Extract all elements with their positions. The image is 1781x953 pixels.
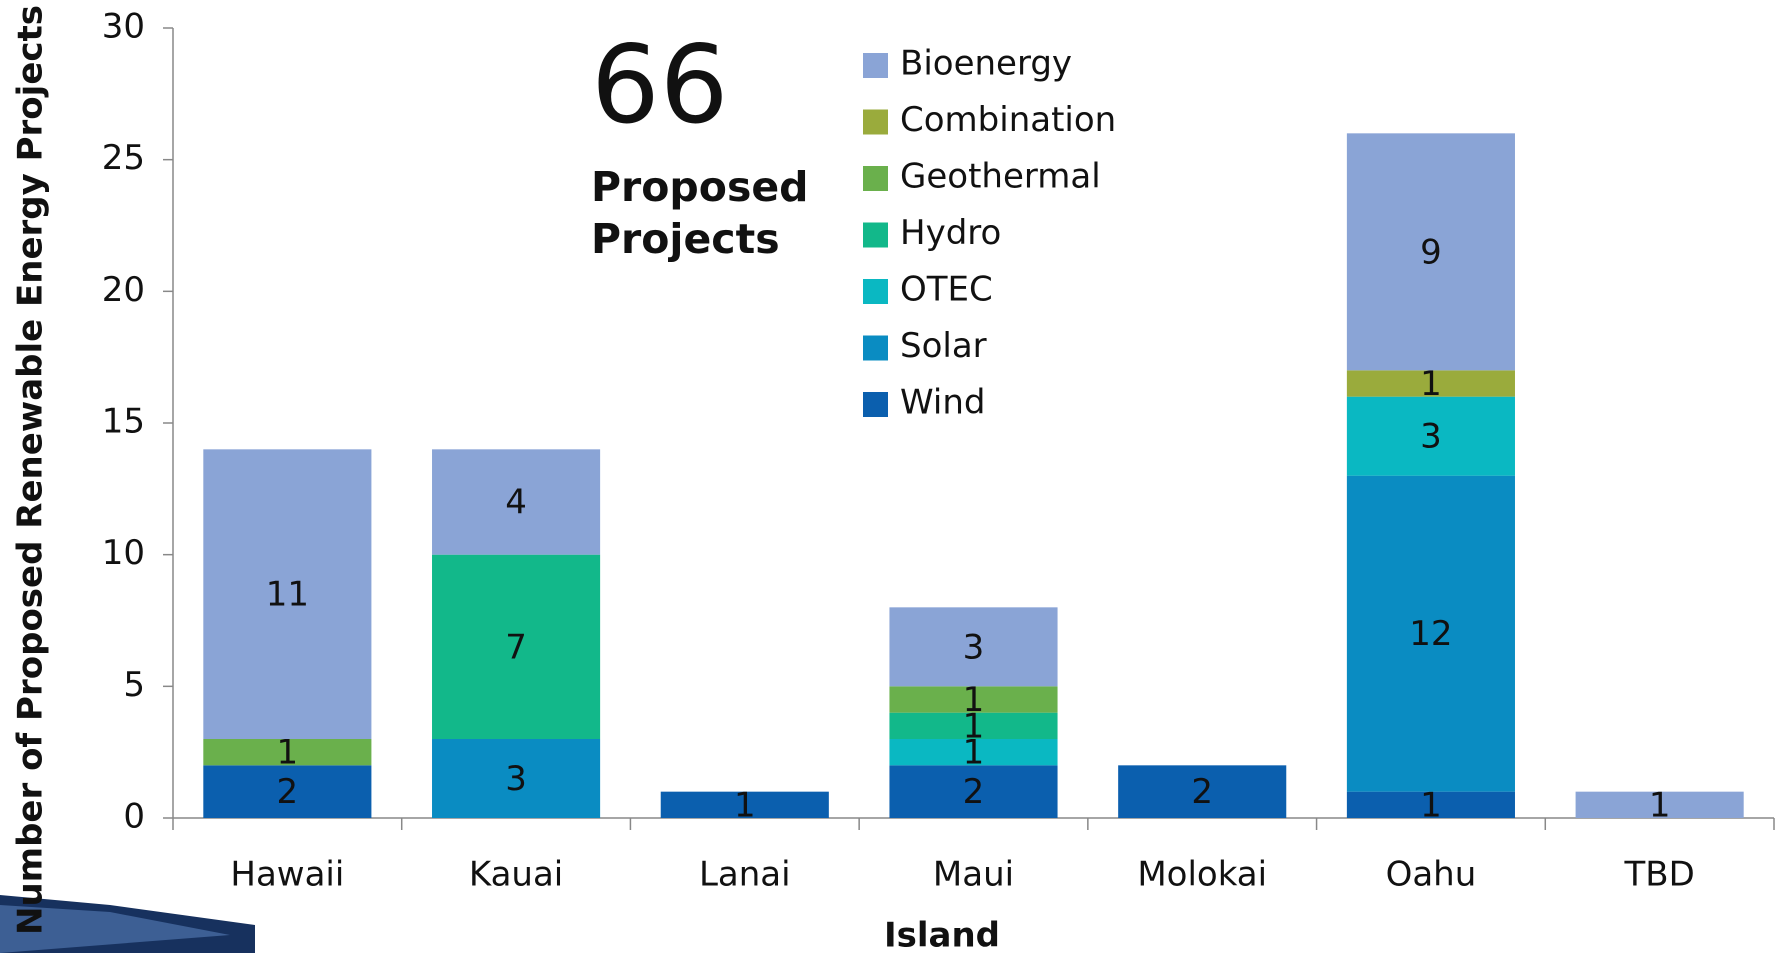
- legend-swatch: [863, 392, 888, 417]
- x-tick-label: TBD: [1624, 855, 1695, 895]
- legend-label: Solar: [900, 326, 987, 366]
- y-tick-label: 20: [102, 270, 145, 310]
- bar-segment: [889, 739, 1058, 766]
- data-label: 11: [266, 575, 309, 615]
- bar-segment: [889, 765, 1058, 818]
- x-tick-label: Kauai: [469, 855, 563, 895]
- data-label: 2: [1191, 772, 1213, 812]
- bar-segment: [889, 607, 1058, 687]
- bar-segment: [1118, 765, 1287, 818]
- legend-label: Hydro: [900, 213, 1001, 253]
- x-tick-label: Molokai: [1137, 855, 1267, 895]
- bar-segment: [1346, 791, 1515, 818]
- data-label: 3: [505, 759, 527, 799]
- data-label: 1: [277, 733, 299, 773]
- x-tick-label: Maui: [933, 855, 1014, 895]
- bar-segment: [889, 712, 1058, 739]
- annotation-text: Projects: [591, 215, 780, 263]
- bar-segment: [432, 449, 601, 555]
- bar-segment: [203, 449, 372, 739]
- y-tick-label: 10: [102, 533, 145, 573]
- legend-swatch: [863, 109, 888, 135]
- data-label: 3: [963, 627, 985, 667]
- bar-segment: [1346, 475, 1515, 792]
- legend-label: Wind: [900, 383, 985, 423]
- decor-swoosh-light: [0, 905, 230, 953]
- bar-segment: [432, 739, 601, 818]
- legend-swatch: [863, 53, 888, 78]
- data-label: 1: [963, 733, 985, 773]
- x-axis-title: Island: [884, 916, 1000, 953]
- legend-swatch: [863, 222, 888, 248]
- annotation-text: Proposed: [591, 163, 809, 211]
- bar-segment: [1575, 791, 1744, 818]
- legend-swatch: [863, 166, 888, 191]
- data-label: 3: [1420, 417, 1442, 457]
- bar-segment: [889, 686, 1058, 713]
- bar-segment: [660, 791, 829, 818]
- annotation-number: 66: [591, 23, 728, 148]
- y-axis-title: Number of Proposed Renewable Energy Proj…: [11, 5, 51, 935]
- data-label: 1: [1649, 785, 1671, 825]
- data-label: 9: [1420, 232, 1442, 272]
- x-tick-label: Hawaii: [230, 855, 344, 895]
- bar-segment: [1346, 133, 1515, 371]
- data-label: 7: [505, 627, 527, 667]
- bar-segment: [432, 554, 601, 739]
- bar-segment: [1346, 396, 1515, 476]
- data-label: 1: [1420, 785, 1442, 825]
- y-tick-label: 25: [102, 138, 145, 178]
- data-label: 1: [963, 680, 985, 720]
- data-label: 1: [963, 706, 985, 746]
- legend-label: OTEC: [900, 270, 993, 310]
- data-label: 2: [277, 772, 299, 812]
- y-tick-label: 30: [102, 7, 145, 47]
- legend-label: Bioenergy: [900, 44, 1072, 84]
- legend-swatch: [863, 279, 888, 304]
- bar-segment: [203, 765, 372, 818]
- data-label: 1: [1420, 364, 1442, 404]
- data-label: 2: [963, 772, 985, 812]
- legend-swatch: [863, 335, 888, 361]
- data-label: 4: [505, 483, 527, 523]
- x-tick-label: Lanai: [699, 855, 791, 895]
- legend-label: Combination: [900, 100, 1116, 140]
- y-tick-label: 5: [123, 665, 145, 705]
- y-tick-label: 0: [123, 797, 145, 837]
- legend-label: Geothermal: [900, 157, 1101, 197]
- bar-segment: [1346, 370, 1515, 397]
- y-tick-label: 15: [102, 402, 145, 442]
- x-tick-label: Oahu: [1386, 855, 1477, 895]
- bar-segment: [203, 739, 372, 766]
- data-label: 12: [1409, 614, 1452, 654]
- data-label: 1: [734, 785, 756, 825]
